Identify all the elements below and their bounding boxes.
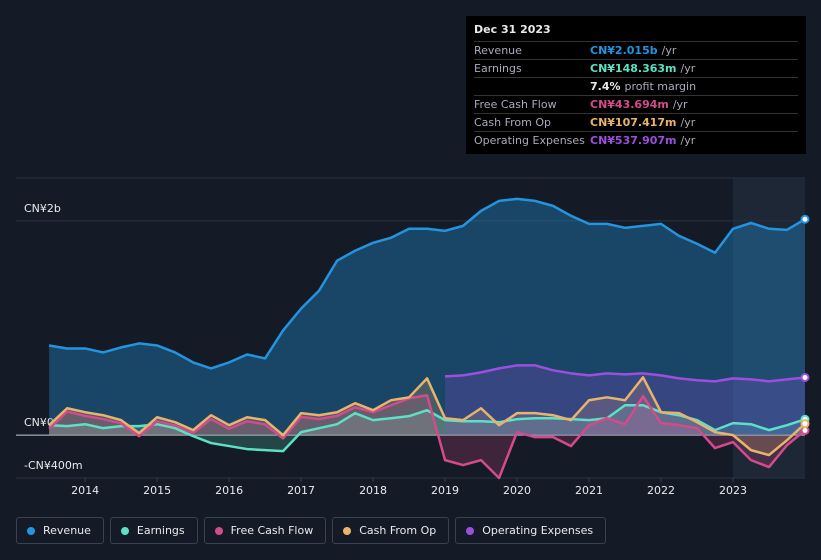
x-tick-label: 2021 [575, 484, 603, 497]
legend-label: Free Cash Flow [230, 524, 314, 537]
legend-dot [214, 526, 223, 535]
legend-label: Revenue [43, 524, 91, 537]
y-tick-label: -CN¥400m [24, 459, 83, 472]
tooltip-value: CN¥43.694m [590, 98, 669, 111]
end-point [800, 419, 810, 429]
tooltip-row: Cash From Op CN¥107.417m/yr [474, 113, 798, 131]
tooltip-value: CN¥148.363m [590, 62, 677, 75]
tooltip-label: Cash From Op [474, 116, 552, 129]
tooltip-label: Revenue [474, 44, 522, 57]
tooltip: Dec 31 2023 Revenue CN¥2.015b/yr Earnings C… [466, 16, 806, 154]
series-line [48, 197, 806, 370]
end-point [800, 214, 810, 224]
series-area [49, 377, 805, 456]
tooltip-suffix: /yr [672, 98, 688, 111]
tooltip-row: 7.4% profit margin [474, 77, 798, 95]
series-line [49, 404, 806, 453]
tooltip-suffix: /yr [680, 134, 696, 147]
tooltip-suffix: /yr [680, 116, 696, 129]
legend-item[interactable]: Operating Expenses [455, 517, 607, 544]
y-tick-label: CN¥0 [24, 416, 54, 429]
x-tick-label: 2020 [503, 484, 531, 497]
end-point [800, 373, 810, 382]
legend-item[interactable]: Cash From Op [332, 517, 450, 544]
tooltip-suffix: /yr [661, 44, 677, 57]
x-tick-label: 2022 [647, 484, 675, 497]
legend-dot [27, 526, 35, 535]
legend-dot [466, 526, 475, 535]
tooltip-label: Free Cash Flow [474, 98, 557, 111]
legend-dot [120, 526, 129, 535]
legend-label: Cash From Op [359, 524, 437, 537]
legend-dot [343, 526, 352, 535]
tooltip-row: Earnings CN¥148.363m/yr [474, 59, 798, 77]
x-tick-label: 2023 [719, 484, 747, 497]
x-tick-label: 2016 [215, 484, 243, 497]
series-line [48, 376, 806, 457]
x-tick-label: 2014 [71, 484, 99, 497]
x-tick-label: 2015 [143, 484, 171, 497]
tooltip-label: Operating Expenses [474, 134, 585, 147]
series-area [49, 395, 805, 478]
x-tick-label: 2017 [287, 484, 315, 497]
margin-text: profit margin [624, 80, 697, 93]
y-tick-label: CN¥2b [24, 202, 61, 215]
legend: Revenue Earnings Free Cash Flow Cash From O… [16, 517, 607, 544]
tooltip-value: CN¥537.907m [590, 134, 677, 147]
series-area [49, 405, 805, 452]
tooltip-row: Free Cash Flow CN¥43.694m/yr [474, 95, 798, 113]
series-area [49, 198, 805, 436]
tooltip-row: Revenue CN¥2.015b/yr [474, 41, 798, 59]
tooltip-date: Dec 31 2023 [474, 23, 551, 36]
tooltip-row: Operating Expenses CN¥537.907m/yr [474, 131, 798, 149]
legend-item[interactable]: Revenue [16, 517, 104, 544]
tooltip-value: CN¥2.015b [590, 44, 658, 57]
tooltip-value: CN¥107.417m [590, 116, 677, 129]
series-line [444, 364, 806, 383]
margin-value: 7.4% [590, 80, 621, 93]
legend-label: Operating Expenses [482, 524, 594, 537]
tooltip-suffix: /yr [680, 62, 696, 75]
legend-item[interactable]: Free Cash Flow [203, 517, 327, 544]
legend-label: Earnings [136, 524, 185, 537]
tooltip-rows: Revenue CN¥2.015b/yr Earnings CN¥148.363m/y… [474, 41, 798, 149]
series-line [48, 394, 806, 480]
tooltip-label: Earnings [474, 62, 522, 75]
x-tick-label: 2018 [359, 484, 387, 497]
x-tick-label: 2019 [431, 484, 459, 497]
legend-item[interactable]: Earnings [109, 517, 198, 544]
